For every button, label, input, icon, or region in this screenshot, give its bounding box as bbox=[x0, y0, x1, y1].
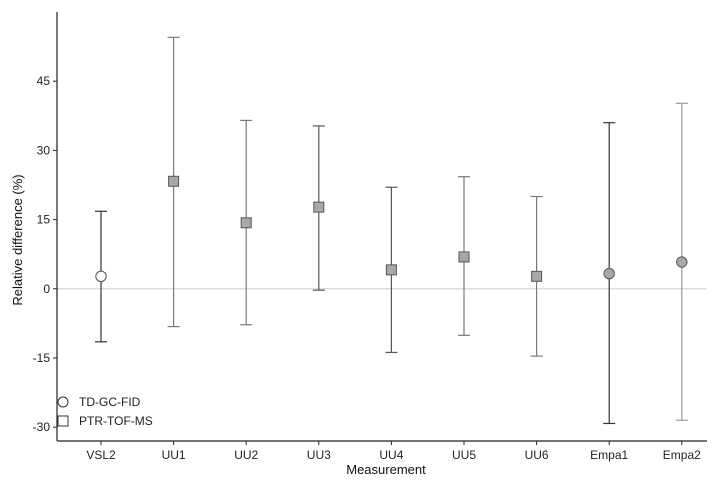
x-tick-label: UU1 bbox=[162, 448, 186, 462]
x-tick-label: UU3 bbox=[307, 448, 331, 462]
y-tick-label: 0 bbox=[43, 282, 50, 296]
legend: TD-GC-FID PTR-TOF-MS bbox=[57, 395, 153, 428]
data-point-circle bbox=[603, 267, 615, 280]
data-point-square bbox=[168, 175, 180, 187]
x-tick-label: VSL2 bbox=[86, 448, 116, 462]
legend-circle-marker bbox=[57, 396, 69, 408]
data-point-square bbox=[313, 201, 325, 213]
x-tick-label: UU4 bbox=[379, 448, 403, 462]
data-point-square bbox=[458, 251, 470, 263]
axes-layer bbox=[56, 12, 707, 442]
legend-square-marker bbox=[57, 415, 69, 427]
data-point-circle bbox=[676, 256, 688, 268]
errorbar-layer bbox=[95, 36, 688, 425]
y-tick-label: 15 bbox=[37, 213, 51, 227]
y-tick-label: 45 bbox=[37, 74, 51, 88]
x-axis-title: Measurement bbox=[346, 462, 426, 477]
x-tick-label: UU5 bbox=[452, 448, 476, 462]
data-point-circle bbox=[95, 270, 107, 283]
y-tick-label: -15 bbox=[33, 351, 51, 365]
data-point-square bbox=[385, 264, 397, 276]
y-tick-label: -30 bbox=[33, 420, 51, 434]
x-tick-label: Empa2 bbox=[663, 448, 701, 462]
y-tick-label: 30 bbox=[37, 143, 51, 157]
x-tick-label: UU6 bbox=[525, 448, 549, 462]
legend-label-td-gc-fid: TD-GC-FID bbox=[79, 395, 141, 409]
tick-layer: -30 -15 0 15 30 45 VSL2 UU1 UU2 UU3 UU4 UU5 UU6 Empa1… bbox=[33, 74, 701, 462]
marker-layer bbox=[95, 175, 688, 283]
y-axis-title: Relative difference (%) bbox=[10, 174, 25, 305]
legend-label-ptr-tof-ms: PTR-TOF-MS bbox=[79, 414, 153, 428]
x-tick-label: Empa1 bbox=[590, 448, 628, 462]
data-point-square bbox=[240, 217, 252, 229]
x-tick-label: UU2 bbox=[234, 448, 258, 462]
data-point-square bbox=[531, 270, 543, 282]
